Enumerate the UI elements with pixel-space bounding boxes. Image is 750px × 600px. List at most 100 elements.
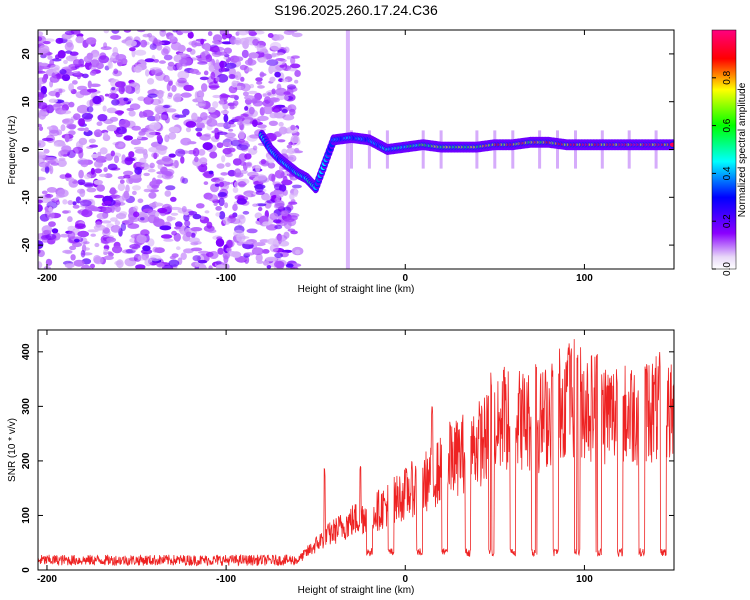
colorbar: 0.0 0.2 0.4 0.6 0.8 Normalized spectral ampl… — [711, 29, 748, 276]
heatmap-noise-blob — [161, 170, 172, 175]
heatmap-noise-blob — [228, 120, 235, 125]
heatmap-noise-blob — [130, 139, 141, 146]
heatmap-noise-blob — [274, 169, 285, 179]
heatmap-noise-blob — [271, 52, 277, 58]
heatmap-noise-blob — [72, 204, 80, 209]
x-tick-label: -200 — [37, 574, 57, 585]
snr-series-line — [38, 339, 674, 567]
heatmap-noise-blob — [274, 252, 283, 259]
snr-background — [38, 330, 674, 570]
heatmap-noise-blob — [111, 30, 120, 34]
heatmap-noise-blob — [47, 160, 56, 164]
heatmap-noise-blob — [46, 258, 52, 266]
heatmap-streak — [345, 30, 350, 269]
heatmap-noise-blob — [208, 81, 219, 90]
heatmap-noise-blob — [197, 96, 204, 102]
heatmap-noise-blob — [128, 151, 135, 158]
heatmap-noise-blob — [103, 251, 108, 255]
heatmap-noise-blob — [210, 71, 216, 80]
heatmap-noise-blob — [228, 128, 234, 132]
heatmap-noise-blob — [286, 144, 293, 149]
heatmap-noise-blob — [151, 177, 157, 185]
snr-panel: -200 -100 0 100 0 100 200 300 400 Height of str… — [7, 329, 675, 596]
heatmap-noise-blob — [107, 163, 118, 171]
heatmap-noise-blob — [204, 133, 211, 137]
heatmap-noise-blob — [246, 228, 258, 234]
heatmap-noise-blob — [48, 221, 56, 228]
heatmap-noise-blob — [136, 234, 147, 244]
heatmap-noise-blob — [93, 160, 104, 168]
colorbar-tick-label: 0.4 — [722, 166, 733, 180]
heatmap-noise-blob — [290, 135, 300, 144]
heatmap-noise-blob — [38, 126, 44, 131]
heatmap-noise-blob — [111, 245, 123, 254]
heatmap-noise-blob — [255, 164, 261, 172]
heatmap-noise-blob — [248, 90, 258, 95]
heatmap-noise-blob — [170, 212, 179, 216]
snr-frame — [37, 329, 675, 571]
heatmap-noise-blob — [228, 73, 236, 80]
heatmap-noise-blob — [68, 83, 74, 92]
heatmap-noise-blob — [77, 210, 83, 214]
heatmap-noise-blob — [94, 194, 105, 199]
heatmap-noise-blob — [137, 135, 142, 140]
heatmap-noise-blob — [252, 38, 259, 46]
heatmap-noise-blob — [156, 134, 163, 142]
heatmap-noise-blob — [275, 190, 285, 198]
heatmap-noise-blob — [106, 237, 117, 243]
heatmap-noise-blob — [238, 181, 246, 188]
heatmap-noise-blob — [83, 241, 90, 245]
heatmap-noise-blob — [133, 65, 143, 73]
heatmap-noise-blob — [83, 55, 93, 63]
heatmap-noise-blob — [151, 184, 159, 189]
heatmap-noise-blob — [163, 104, 171, 109]
heatmap-noise-blob — [151, 69, 156, 75]
heatmap-noise-blob — [172, 94, 182, 103]
x-tick-label: -100 — [216, 574, 236, 585]
heatmap-noise-blob — [185, 121, 197, 128]
heatmap-noise-blob — [123, 170, 134, 176]
heatmap-noise-blob — [155, 211, 160, 217]
heatmap-noise-blob — [243, 252, 255, 256]
heatmap-noise-blob — [38, 31, 44, 37]
heatmap-noise-blob — [157, 174, 163, 179]
heatmap-noise-blob — [255, 253, 263, 262]
heatmap-noise-blob — [163, 74, 170, 83]
heatmap-noise-blob — [168, 259, 180, 267]
heatmap-noise-blob — [275, 234, 288, 242]
heatmap-noise-blob — [227, 123, 236, 128]
heatmap-noise-blob — [228, 67, 236, 77]
heatmap-noise-blob — [255, 203, 267, 207]
heatmap-noise-blob — [207, 31, 213, 37]
heatmap-noise-blob — [93, 256, 104, 265]
heatmap-noise-blob — [231, 251, 242, 258]
colorbar-tick-label: 0.8 — [722, 70, 733, 84]
heatmap-noise-blob — [226, 239, 233, 249]
heatmap-noise-blob — [286, 148, 297, 154]
heatmap-noise-blob — [80, 264, 91, 269]
heatmap-noise-blob — [212, 40, 219, 44]
heatmap-noise-blob — [73, 59, 82, 67]
heatmap-noise-blob — [215, 76, 220, 82]
y-tick-label: 0 — [21, 567, 32, 573]
heatmap-noise-blob — [223, 114, 229, 123]
heatmap-noise-blob — [200, 112, 208, 121]
heatmap-noise-blob — [168, 126, 181, 134]
heatmap-noise-blob — [102, 105, 107, 112]
heatmap-noise-blob — [137, 255, 147, 261]
heatmap-noise-blob — [238, 138, 245, 143]
heatmap-noise-blob — [103, 30, 109, 34]
y-tick-label: 10 — [21, 96, 32, 108]
heatmap-noise-blob — [68, 124, 76, 130]
heatmap-noise-blob — [89, 99, 94, 107]
heatmap-noise-blob — [257, 85, 265, 89]
heatmap-noise-blob — [175, 148, 186, 157]
heatmap-noise-blob — [294, 70, 301, 77]
heatmap-noise-blob — [148, 189, 159, 193]
heatmap-noise-blob — [282, 114, 295, 121]
heatmap-noise-blob — [44, 193, 54, 198]
y-tick-label: 20 — [21, 48, 32, 60]
heatmap-noise-blob — [38, 204, 43, 212]
heatmap-noise-blob — [93, 224, 106, 231]
heatmap-noise-blob — [196, 90, 205, 99]
